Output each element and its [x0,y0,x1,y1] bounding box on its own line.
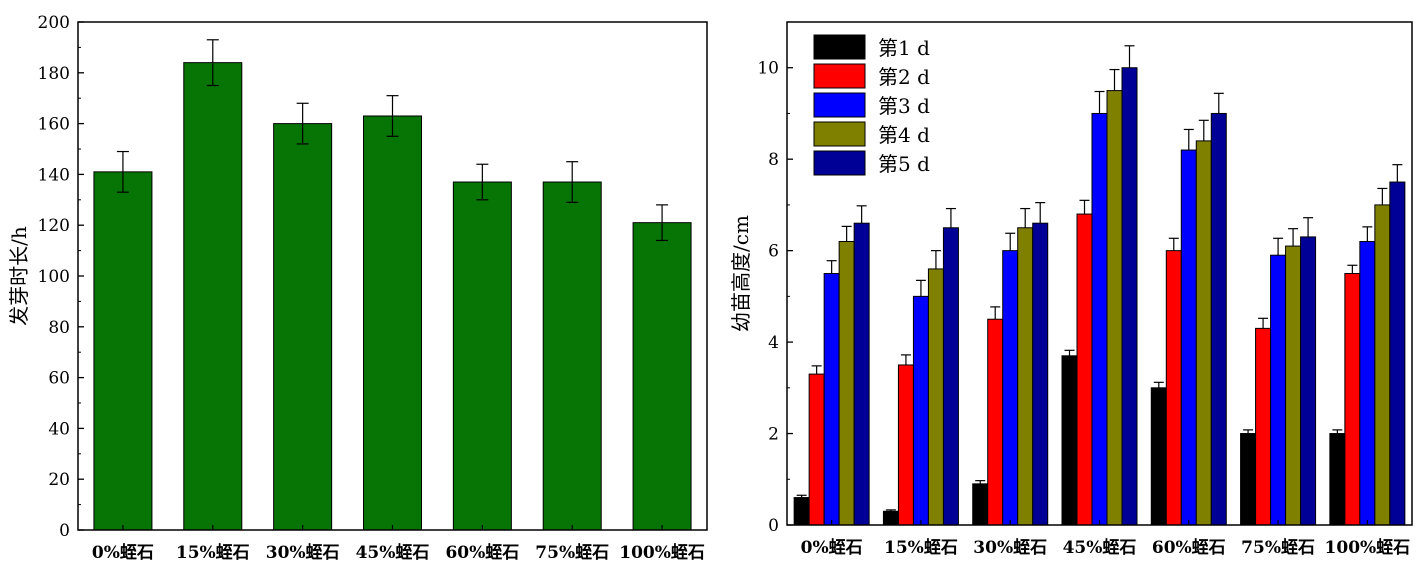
bar-series3-6 [1270,254,1287,526]
bar-series3-5 [1180,149,1197,526]
bar-series5-7 [1389,181,1406,526]
bar-2 [183,62,243,531]
bar-series4-2 [927,268,944,526]
bar-series1-1 [793,497,810,526]
legend-label-4: 第4 d [878,123,930,147]
bar-series3-2 [912,295,929,526]
y-tick-label: 60 [48,369,70,389]
legend-swatch-4 [813,121,866,147]
bar-5 [452,181,512,531]
x-tick-label: 100%蛭石 [619,542,705,563]
bar-series5-2 [942,227,959,526]
y-tick-label: 6 [768,242,779,262]
y-axis-title: 幼苗高度/cm [729,215,753,332]
bar-series5-1 [853,222,870,526]
bar-series4-6 [1285,245,1302,526]
y-tick-label: 20 [48,470,70,490]
bar-series4-7 [1374,204,1391,526]
y-tick-label: 100 [38,267,70,287]
y-tick-label: 8 [768,150,779,170]
y-tick-label: 160 [38,115,70,135]
bar-3 [273,123,333,531]
bar-series1-7 [1329,433,1346,526]
bar-series2-7 [1344,273,1361,526]
bar-series1-4 [1061,355,1078,526]
bar-series5-3 [1032,222,1049,526]
x-tick-label: 75%蛭石 [535,542,609,563]
bar-series2-3 [987,318,1004,526]
legend-label-1: 第1 d [878,36,930,60]
bar-series2-6 [1255,327,1272,526]
bar-series2-5 [1165,250,1182,526]
legend-label-2: 第2 d [878,65,930,89]
bar-series2-4 [1076,213,1093,526]
bar-series3-7 [1359,240,1376,526]
y-tick-label: 2 [768,425,779,445]
bar-7 [632,222,692,531]
x-tick-label: 45%蛭石 [356,542,430,563]
y-tick-label: 80 [48,318,70,338]
bar-series4-5 [1195,140,1212,526]
legend: 第1 d 第2 d 第3 d 第4 d 第5 d [813,34,930,176]
y-tick-label: 40 [48,419,70,439]
bar-6 [542,181,602,531]
x-tick-label: 100%蛭石 [1325,537,1411,558]
y-tick-label: 0 [59,521,70,541]
bar-series5-6 [1300,236,1317,526]
bar-series3-4 [1091,112,1108,526]
y-axis-title: 发芽时长/h [7,226,31,326]
legend-swatch-1 [813,34,866,60]
x-tick-label: 0%蛭石 [92,542,154,563]
bar-series1-6 [1240,433,1257,526]
legend-label-3: 第3 d [878,94,930,118]
bar-series4-3 [1017,227,1034,526]
legend-swatch-2 [813,63,866,89]
bar-series1-3 [972,483,989,526]
x-tick-label: 15%蛭石 [884,537,958,558]
y-tick-label: 120 [38,216,70,236]
x-tick-label: 30%蛭石 [973,537,1047,558]
bar-series1-5 [1150,387,1167,526]
x-tick-label: 45%蛭石 [1063,537,1137,558]
y-tick-label: 200 [38,13,70,33]
bar-series5-5 [1210,112,1227,526]
bar-series4-1 [838,240,855,526]
legend-swatch-3 [813,92,866,118]
bar-4 [363,115,422,531]
x-tick-label: 60%蛭石 [1152,537,1226,558]
y-tick-label: 0 [768,516,779,536]
bar-series3-1 [823,273,840,526]
bar-series4-4 [1106,90,1123,526]
chart-1: 0 20 40 60 80 100 120 140 160 180 200 0%蛭石 15%蛭石 30%蛭… [7,13,708,563]
legend-label-5: 第5 d [878,152,930,176]
x-tick-label: 60%蛭石 [445,542,519,563]
y-tick-label: 4 [768,333,779,353]
x-tick-label: 15%蛭石 [176,542,250,563]
bar-1 [93,171,153,531]
y-tick-label: 10 [757,59,779,79]
x-tick-label: 0%蛭石 [801,537,863,558]
legend-swatch-5 [813,150,866,176]
bar-series2-2 [897,364,914,526]
x-tick-label: 75%蛭石 [1241,537,1315,558]
bar-series5-4 [1121,67,1138,526]
y-tick-label: 180 [38,64,70,84]
x-tick-label: 30%蛭石 [266,542,340,563]
y-tick-label: 140 [38,165,70,185]
bar-series3-3 [1002,250,1019,526]
bar-series2-1 [808,373,825,526]
bar-series1-2 [882,510,899,526]
